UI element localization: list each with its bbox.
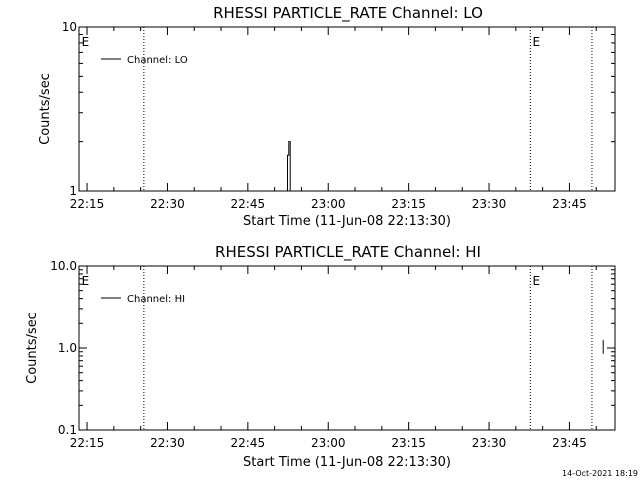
x-tick-label: 22:30 (150, 436, 185, 450)
legend-label: Channel: HI (127, 294, 185, 305)
x-tick-label: 22:30 (150, 197, 185, 211)
x-tick-label: 22:15 (70, 197, 105, 211)
y-axis-label: Counts/sec (25, 312, 40, 384)
x-axis-label: Start Time (11-Jun-08 22:13:30) (243, 455, 451, 470)
y-tick-label: 10 (62, 20, 77, 34)
plot-frame (78, 265, 616, 431)
eclipse-marker: E (532, 274, 540, 288)
x-tick-label: 23:00 (311, 197, 346, 211)
x-tick-label: 23:30 (472, 436, 507, 450)
x-tick-label: 23:45 (552, 436, 587, 450)
series-line (287, 141, 291, 191)
y-tick-label: 1 (69, 184, 77, 198)
legend: Channel: LO (101, 55, 188, 66)
plot-frame (78, 26, 616, 192)
x-tick-label: 23:00 (311, 436, 346, 450)
y-axis-label: Counts/sec (38, 73, 53, 145)
legend: Channel: HI (101, 294, 185, 305)
panel-hi: RHESSI PARTICLE_RATE Channel: HI Counts/… (25, 243, 616, 470)
eclipse-marker: E (82, 274, 90, 288)
chart-title: RHESSI PARTICLE_RATE Channel: HI (215, 243, 481, 262)
chart-title: RHESSI PARTICLE_RATE Channel: LO (213, 4, 483, 23)
x-tick-label: 23:15 (391, 436, 426, 450)
eclipse-marker: E (532, 35, 540, 49)
x-tick-label: 22:45 (231, 436, 266, 450)
x-tick-label: 23:45 (552, 197, 587, 211)
x-tick-label: 23:15 (391, 197, 426, 211)
x-axis-label: Start Time (11-Jun-08 22:13:30) (243, 214, 451, 229)
eclipse-marker: E (82, 35, 90, 49)
y-tick-label: 10.0 (50, 259, 77, 273)
panel-lo: RHESSI PARTICLE_RATE Channel: LO Counts/… (38, 4, 616, 229)
y-tick-label: 0.1 (58, 423, 77, 437)
legend-label: Channel: LO (127, 55, 188, 66)
x-tick-label: 22:45 (231, 197, 266, 211)
y-tick-label: 1.0 (58, 341, 77, 355)
x-tick-label: 23:30 (472, 197, 507, 211)
timestamp: 14-Oct-2021 18:19 (562, 469, 638, 478)
x-tick-label: 22:15 (70, 436, 105, 450)
